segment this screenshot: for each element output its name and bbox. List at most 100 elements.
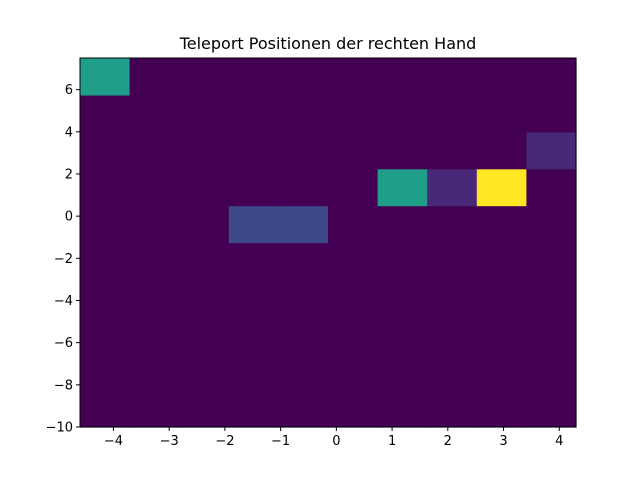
- heatmap-cell: [80, 205, 131, 244]
- heatmap-cell: [80, 242, 131, 280]
- y-axis-ticks: −10 −8 −6 −4 −2 0 2 4 6: [46, 83, 80, 436]
- heatmap-cell: [476, 94, 527, 133]
- heatmap-cell: [526, 353, 577, 391]
- x-tick-label: −1: [271, 434, 290, 449]
- heatmap-cell: [80, 316, 131, 354]
- heatmap-cell: [526, 94, 577, 133]
- heatmap-cell: [129, 279, 180, 317]
- x-tick-label: 3: [499, 434, 507, 449]
- x-tick-label: −2: [215, 434, 234, 449]
- heatmap-cell: [476, 168, 527, 207]
- heatmap-cell: [328, 168, 379, 207]
- heatmap-cell: [526, 131, 577, 170]
- heatmap-cell: [377, 279, 428, 317]
- heatmap-cell: [476, 390, 527, 428]
- heatmap-cell: [179, 168, 230, 207]
- heatmap-cell: [427, 353, 478, 391]
- heatmap-cell: [228, 390, 279, 428]
- heatmap-cell: [228, 242, 279, 280]
- heatmap-cell: [129, 94, 180, 133]
- heatmap-cell: [427, 205, 478, 244]
- y-tick-label: 0: [65, 210, 73, 225]
- heatmap-cell: [476, 279, 527, 317]
- heatmap-cell: [80, 279, 131, 317]
- chart-title: Teleport Positionen der rechten Hand: [179, 34, 477, 53]
- heatmap-cell: [526, 316, 577, 354]
- y-tick-label: −10: [46, 421, 73, 436]
- heatmap-cell: [179, 205, 230, 244]
- heatmap-cell: [377, 390, 428, 428]
- x-tick-label: 2: [444, 434, 452, 449]
- heatmap-cell: [427, 390, 478, 428]
- heatmap-cell: [476, 353, 527, 391]
- x-tick-label: −4: [104, 434, 123, 449]
- y-tick-label: −6: [54, 336, 73, 351]
- heatmap-cell: [328, 242, 379, 280]
- x-tick-label: 1: [388, 434, 396, 449]
- heatmap-cell: [328, 316, 379, 354]
- heatmap-cell: [129, 131, 180, 170]
- axes-frame: [79, 57, 577, 428]
- heatmap-cell: [427, 168, 478, 207]
- heatmap-cell: [179, 390, 230, 428]
- heatmap-cell: [377, 58, 428, 96]
- heatmap-cell: [328, 58, 379, 96]
- y-tick-label: −2: [54, 252, 73, 267]
- heatmap-cell: [129, 205, 180, 244]
- x-tick-label: −3: [160, 434, 179, 449]
- heatmap-cell: [328, 94, 379, 133]
- heatmap-cell: [427, 316, 478, 354]
- heatmap-cell: [278, 316, 329, 354]
- heatmap-cell: [328, 131, 379, 170]
- heatmap-cell: [129, 58, 180, 96]
- heatmap-cell: [278, 168, 329, 207]
- heatmap-cell: [129, 353, 180, 391]
- heatmap-cell: [476, 131, 527, 170]
- heatmap-cell: [427, 279, 478, 317]
- heatmap-cell: [377, 316, 428, 354]
- y-tick-label: 6: [65, 83, 73, 98]
- heatmap-cell: [526, 205, 577, 244]
- heatmap-cell: [476, 205, 527, 244]
- heatmap-cell: [526, 390, 577, 428]
- x-axis-ticks: −4 −3 −2 −1 0 1 2 3 4: [104, 427, 563, 449]
- heatmap-cell: [328, 279, 379, 317]
- heatmap-cell: [377, 131, 428, 170]
- heatmap-cell: [427, 242, 478, 280]
- heatmap-cell: [228, 58, 279, 96]
- heatmap-cell: [179, 242, 230, 280]
- heatmap-cell: [476, 316, 527, 354]
- heatmap-cell: [377, 205, 428, 244]
- y-tick-label: 2: [65, 167, 73, 182]
- heatmap-cell: [80, 353, 131, 391]
- heatmap-cell: [179, 353, 230, 391]
- heatmap-cell: [129, 316, 180, 354]
- heatmap-cell: [228, 131, 279, 170]
- heatmap-cell: [228, 279, 279, 317]
- heatmap-cell: [129, 390, 180, 428]
- heatmap-cell: [278, 279, 329, 317]
- heatmap-cell: [377, 168, 428, 207]
- y-tick-label: −8: [54, 378, 73, 393]
- heatmap-cell: [328, 205, 379, 244]
- heatmap-cell: [427, 94, 478, 133]
- heatmap-cells: [80, 58, 577, 428]
- heatmap-cell: [228, 316, 279, 354]
- heatmap-cell: [179, 58, 230, 96]
- heatmap-cell: [129, 242, 180, 280]
- heatmap-cell: [377, 353, 428, 391]
- x-tick-label: 4: [555, 434, 563, 449]
- heatmap-cell: [328, 353, 379, 391]
- heatmap-cell: [377, 242, 428, 280]
- heatmap-cell: [377, 94, 428, 133]
- heatmap-cell: [278, 353, 329, 391]
- heatmap-cell: [179, 316, 230, 354]
- x-tick-label: 0: [332, 434, 340, 449]
- heatmap-cell: [179, 94, 230, 133]
- y-tick-label: −4: [54, 294, 73, 309]
- heatmap-cell: [80, 168, 131, 207]
- heatmap-cell: [526, 168, 577, 207]
- heatmap-cell: [278, 205, 329, 244]
